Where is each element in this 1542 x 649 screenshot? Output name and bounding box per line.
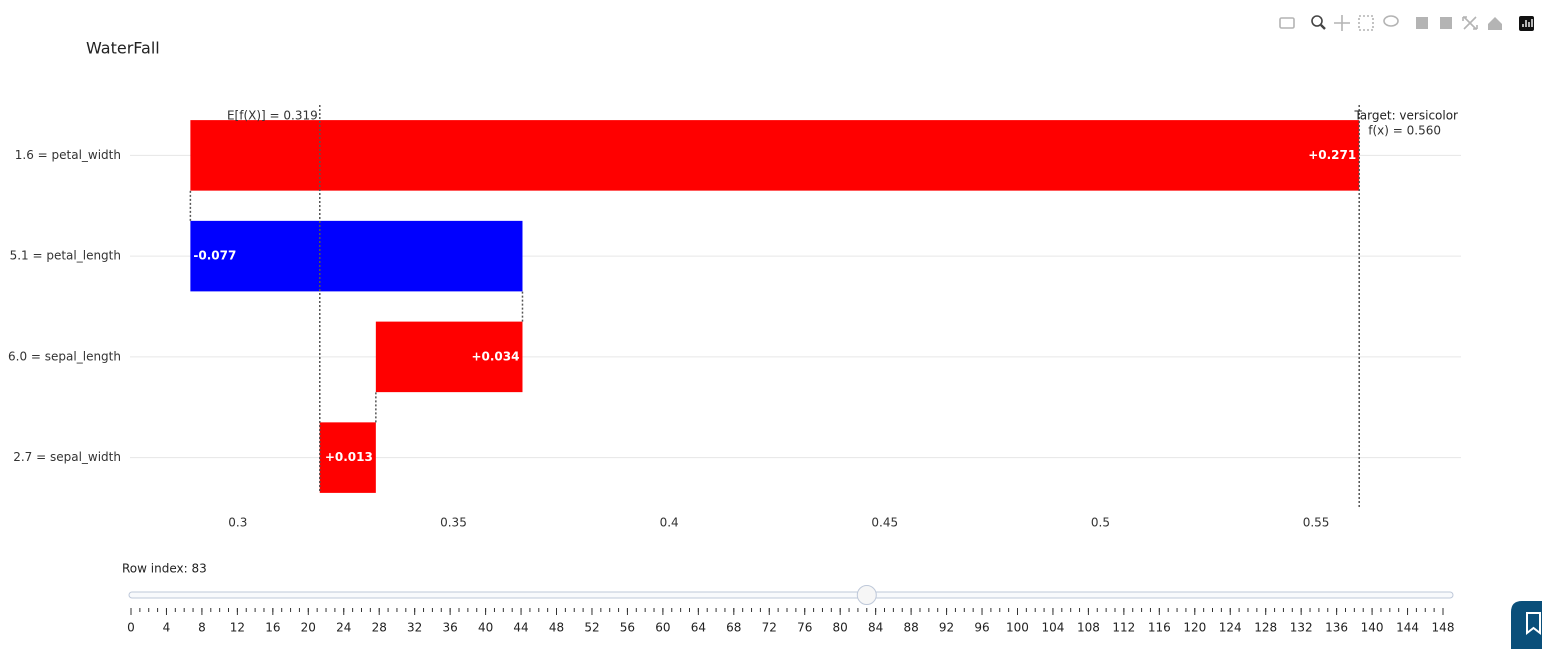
y-tick-label: 6.0 = sepal_length	[8, 349, 121, 363]
slider-tick-label: 116	[1148, 621, 1171, 635]
bar	[190, 120, 1360, 191]
slider-tick-label: 132	[1290, 621, 1313, 635]
bar	[319, 422, 376, 493]
slider-handle[interactable]	[856, 585, 877, 605]
zoom-button[interactable]	[1311, 15, 1323, 27]
slider-tick-label: 112	[1112, 621, 1135, 635]
x-tick-label: 0.3	[228, 516, 247, 530]
slider-tick-label: 28	[372, 621, 387, 635]
x-tick-label: 0.35	[440, 516, 467, 530]
slider-tick-label: 128	[1254, 621, 1277, 635]
bar	[190, 220, 523, 292]
slider-tick-label: 12	[230, 621, 245, 635]
slider-tick-label: 140	[1361, 621, 1384, 635]
slider-tick-label: 76	[797, 621, 812, 635]
slider-tick-label: 32	[407, 621, 422, 635]
x-tick-label: 0.45	[871, 516, 898, 530]
x-tick-label: 0.4	[660, 516, 679, 530]
select-button[interactable]	[1358, 15, 1374, 31]
camera-button[interactable]	[1279, 17, 1295, 29]
slider-tick-label: 60	[655, 621, 670, 635]
x-tick-label: 0.55	[1303, 516, 1330, 530]
slider-tick-label: 104	[1041, 621, 1064, 635]
y-tick-label: 1.6 = petal_width	[15, 148, 121, 162]
x-tick-label: 0.5	[1091, 516, 1110, 530]
bar	[375, 321, 523, 393]
lasso-button[interactable]	[1383, 15, 1399, 27]
slider-tick-label: 0	[127, 621, 135, 635]
slider-tick-label: 92	[939, 621, 954, 635]
slider-tick-label: 88	[903, 621, 918, 635]
slider-tick-label: 56	[620, 621, 635, 635]
slider-tick-label: 136	[1325, 621, 1348, 635]
slider-tick-label: 96	[974, 621, 989, 635]
value-label: +0.034	[471, 349, 519, 363]
slider-tick-label: 36	[442, 621, 457, 635]
value-label: +0.271	[1308, 148, 1356, 162]
slider-tick-label: 52	[584, 621, 599, 635]
chart-title: WaterFall	[86, 39, 160, 58]
zoom-handle	[1320, 24, 1326, 30]
slider-tick-label: 44	[513, 621, 528, 635]
slider-tick-label: 16	[265, 621, 280, 635]
slider-track	[128, 591, 1454, 599]
zoom-out-button[interactable]	[1440, 17, 1452, 29]
slider-tick-label: 24	[336, 621, 351, 635]
y-tick-label: 2.7 = sepal_width	[13, 450, 121, 464]
bookmark-icon	[1526, 612, 1541, 636]
logo-mark	[1522, 19, 1533, 27]
base-annotation: E[f(X)] = 0.319	[227, 109, 318, 123]
reset-button[interactable]	[1488, 17, 1502, 30]
slider-tick-label: 72	[762, 621, 777, 635]
pan-button[interactable]	[1334, 15, 1350, 31]
final-annotation: f(x) = 0.560	[1368, 124, 1441, 138]
slider-tick-label: 124	[1219, 621, 1242, 635]
slider-tick-label: 100	[1006, 621, 1029, 635]
slider-tick-label: 8	[198, 621, 206, 635]
y-tick-label: 5.1 = petal_length	[10, 249, 121, 263]
slider-tick-label: 120	[1183, 621, 1206, 635]
slider-tick-label: 144	[1396, 621, 1419, 635]
slider-tick-label: 68	[726, 621, 741, 635]
slider-tick-label: 20	[301, 621, 316, 635]
slider-tick-label: 80	[833, 621, 848, 635]
slider-tick-label: 148	[1432, 621, 1455, 635]
slider-tick-label: 64	[691, 621, 706, 635]
slider-label: Row index: 83	[122, 562, 207, 576]
target-annotation: Target: versicolor	[1353, 109, 1458, 123]
autoscale-button[interactable]	[1462, 16, 1478, 30]
slider-tick-label: 84	[868, 621, 883, 635]
slider-tick-label: 108	[1077, 621, 1100, 635]
value-label: -0.077	[193, 249, 236, 263]
slider-tick-label: 48	[549, 621, 564, 635]
value-label: +0.013	[325, 450, 373, 464]
toolbar	[1279, 15, 1534, 31]
slider-tick-label: 4	[163, 621, 171, 635]
zoom-in-button[interactable]	[1416, 17, 1428, 29]
slider-tick-label: 40	[478, 621, 493, 635]
